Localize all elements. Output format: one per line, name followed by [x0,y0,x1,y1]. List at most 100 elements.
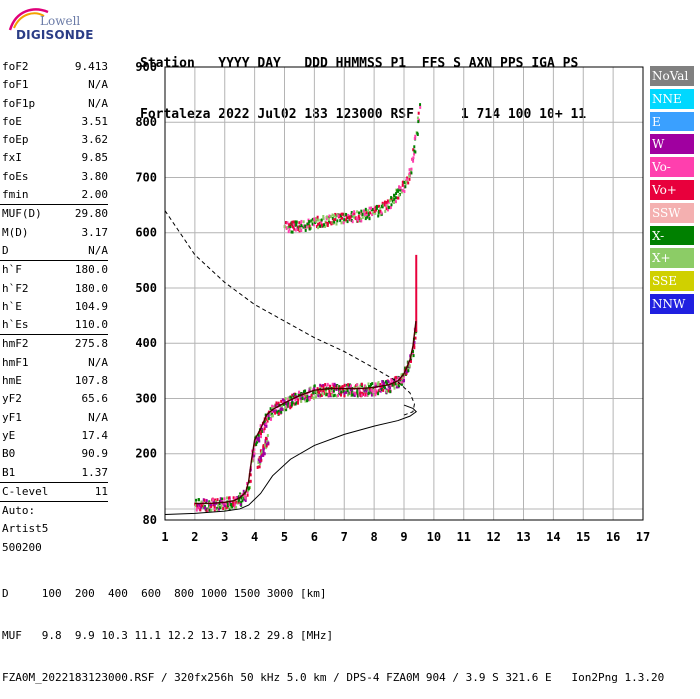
echo-point [202,500,205,504]
param-value: 3.51 [81,114,109,128]
echo-point [405,177,408,181]
echo-point [263,427,266,431]
echo-point [383,385,386,389]
param-name: M(D) [2,225,29,239]
echo-point [247,486,250,490]
echo-point [204,498,207,502]
echo-point [306,398,309,402]
x-tick-label: 3 [221,530,228,544]
echo-point [220,504,223,508]
echo-point [290,223,293,227]
echo-point [322,384,325,388]
echo-point [309,386,312,390]
echo-point [374,384,377,388]
echo-point [292,394,295,398]
echo-point [267,416,270,420]
param-value: 29.80 [74,207,108,221]
echo-point [246,490,249,494]
echo-point [232,496,235,500]
echo-point [394,196,397,200]
echo-point [314,221,317,225]
echo-point [265,444,268,448]
echo-point [285,408,288,412]
echo-point [210,509,213,513]
echo-point [326,221,329,225]
echo-point [309,226,312,230]
echo-point [214,498,217,502]
echo-point [360,209,363,213]
echo-point [390,203,393,207]
x-tick-label: 2 [191,530,198,544]
echo-point [308,220,311,224]
echo-point [413,343,416,347]
echo-point [200,504,203,508]
echo-point [318,221,321,225]
echo-point [342,212,345,216]
echo-point [356,394,359,398]
echo-point [316,217,319,221]
echo-point [229,505,232,509]
echo-point [419,105,422,109]
param-row: h`Es 110.0 [0,316,112,334]
param-name: hmF2 [2,337,29,351]
echo-point [370,208,373,212]
echo-point [242,489,245,493]
echo-point [351,220,354,224]
echo-point [367,214,370,218]
echo-point [349,215,352,219]
echo-point [265,422,268,426]
echo-point [374,393,377,397]
echo-point [413,346,416,350]
echo-point [332,218,335,222]
echo-point [333,220,336,224]
echo-point [412,159,415,163]
param-row: yE 17.4 [0,427,112,445]
echo-point [380,388,383,392]
echo-point [377,209,380,213]
echo-point [218,502,221,506]
echo-point [377,381,380,385]
echo-point [300,399,303,403]
echo-point [347,384,350,388]
echo-point [408,174,411,178]
param-name: fxI [2,151,22,165]
echo-point [360,393,363,397]
echo-point [358,216,361,220]
logo-swoosh [8,8,49,31]
echo-point [241,495,244,499]
echo-point [338,385,341,389]
echo-point [353,210,356,214]
echo-point [291,220,294,224]
echo-point [374,211,377,215]
echo-point [313,386,316,390]
echo-point [412,156,415,160]
x-tick-label: 17 [636,530,650,544]
echo-point [260,458,263,462]
echo-point [274,411,277,415]
echo-point [404,182,407,186]
echo-point [262,429,265,433]
x-tick-label: 8 [371,530,378,544]
echo-point [262,444,265,448]
echo-point [397,377,400,381]
echo-point [217,504,220,508]
echo-point [356,390,359,394]
echo-point [283,399,286,403]
echo-point [244,498,247,502]
echo-point [336,219,339,223]
echo-point [337,392,340,396]
echo-point [215,500,218,504]
echo-point [340,392,343,396]
echo-point [311,395,314,399]
echo-point [404,366,407,370]
echo-point [356,218,359,222]
echo-point [368,206,371,210]
echo-point [315,225,318,229]
echo-point [397,381,400,385]
param-row: fmin 2.00 [0,186,112,204]
echo-point [372,208,375,212]
echo-point [202,498,205,502]
echo-point [346,389,349,393]
echo-point [408,168,411,172]
param-value: 17.4 [81,428,109,442]
